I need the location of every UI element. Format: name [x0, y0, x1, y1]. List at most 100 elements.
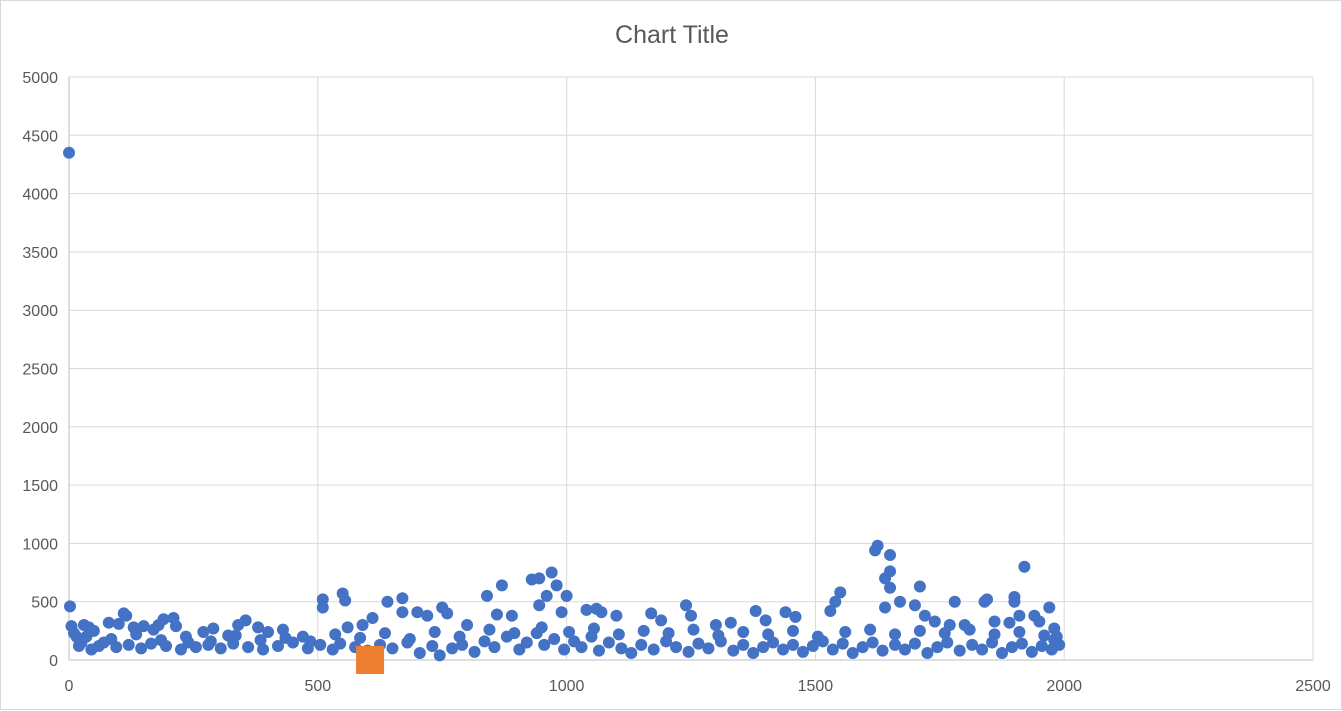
- data-point: [538, 638, 551, 651]
- data-point: [913, 624, 926, 637]
- data-point: [490, 608, 503, 621]
- data-point: [535, 621, 548, 634]
- data-point: [279, 631, 292, 644]
- data-point: [1025, 645, 1038, 658]
- data-point: [884, 565, 897, 578]
- data-point: [612, 628, 625, 641]
- data-point: [446, 642, 459, 655]
- data-point: [834, 586, 847, 599]
- data-point: [271, 640, 284, 653]
- data-point: [921, 647, 934, 660]
- data-point: [749, 605, 762, 618]
- data-point: [169, 620, 182, 633]
- data-point: [787, 624, 800, 637]
- data-point: [426, 640, 439, 653]
- data-point: [787, 638, 800, 651]
- data-point: [610, 609, 623, 622]
- data-point: [898, 643, 911, 656]
- data-point: [478, 635, 491, 648]
- data-point: [563, 626, 576, 639]
- y-tick-label: 4500: [22, 128, 58, 145]
- data-point: [354, 631, 367, 644]
- data-point: [1018, 560, 1031, 573]
- data-point: [682, 645, 695, 658]
- data-point: [625, 647, 638, 660]
- data-point: [580, 603, 593, 616]
- data-point: [137, 620, 150, 633]
- data-point: [257, 643, 270, 656]
- data-point: [948, 595, 961, 608]
- data-point: [413, 647, 426, 660]
- data-point: [647, 643, 660, 656]
- data-point: [403, 633, 416, 646]
- data-point: [214, 642, 227, 655]
- x-tick-label: 500: [304, 678, 331, 695]
- data-point: [533, 572, 546, 585]
- data-point: [63, 600, 76, 613]
- data-point: [931, 641, 944, 654]
- data-point: [189, 641, 202, 654]
- data-point: [468, 645, 481, 658]
- data-point: [988, 628, 1001, 641]
- x-tick-label: 1500: [798, 678, 834, 695]
- data-point: [670, 641, 683, 654]
- data-point: [595, 606, 608, 619]
- data-point: [339, 594, 352, 607]
- data-point: [421, 609, 434, 622]
- data-point: [884, 581, 897, 594]
- data-point: [587, 622, 600, 635]
- data-point: [488, 641, 501, 654]
- data-point: [737, 626, 750, 639]
- data-point: [1015, 637, 1028, 650]
- data-point: [1013, 626, 1026, 639]
- data-point: [928, 615, 941, 628]
- data-point: [592, 644, 605, 657]
- data-point: [381, 595, 394, 608]
- y-tick-label: 3000: [22, 303, 58, 320]
- data-point: [762, 628, 775, 641]
- data-point: [953, 644, 966, 657]
- data-point: [662, 627, 675, 640]
- y-tick-label: 4000: [22, 187, 58, 204]
- data-point: [876, 644, 889, 657]
- data-point: [72, 640, 85, 653]
- data-point: [685, 609, 697, 622]
- data-point: [737, 638, 750, 651]
- data-point: [702, 642, 715, 655]
- data-point: [866, 636, 879, 649]
- x-axis-ticks: 0 500 1000 1500 2000 2500: [65, 678, 1331, 695]
- data-point: [836, 637, 849, 650]
- data-point: [918, 609, 931, 622]
- data-point: [1013, 609, 1026, 622]
- data-point: [122, 638, 135, 651]
- data-point: [495, 579, 508, 592]
- data-point: [254, 634, 267, 647]
- data-point: [829, 595, 842, 608]
- data-point: [85, 643, 98, 656]
- data-point: [893, 595, 906, 608]
- data-point: [461, 619, 474, 632]
- data-point: [102, 616, 115, 629]
- data-point: [483, 623, 496, 636]
- data-point: [80, 630, 93, 643]
- data-point: [428, 626, 441, 639]
- data-point: [824, 605, 837, 618]
- data-point: [204, 635, 217, 648]
- data-point: [545, 566, 558, 579]
- data-point: [314, 638, 327, 651]
- grid-lines: [68, 76, 1314, 661]
- data-points: [63, 146, 1066, 674]
- data-point: [1003, 616, 1016, 629]
- chart-title: Chart Title: [615, 21, 729, 49]
- data-point: [908, 599, 921, 612]
- data-point: [441, 607, 454, 620]
- data-point: [826, 643, 839, 656]
- data-point: [533, 599, 546, 612]
- data-point: [811, 630, 824, 643]
- y-tick-label: 5000: [22, 70, 58, 87]
- data-point: [779, 606, 792, 619]
- data-point: [602, 636, 615, 649]
- y-tick-label: 2500: [22, 362, 58, 379]
